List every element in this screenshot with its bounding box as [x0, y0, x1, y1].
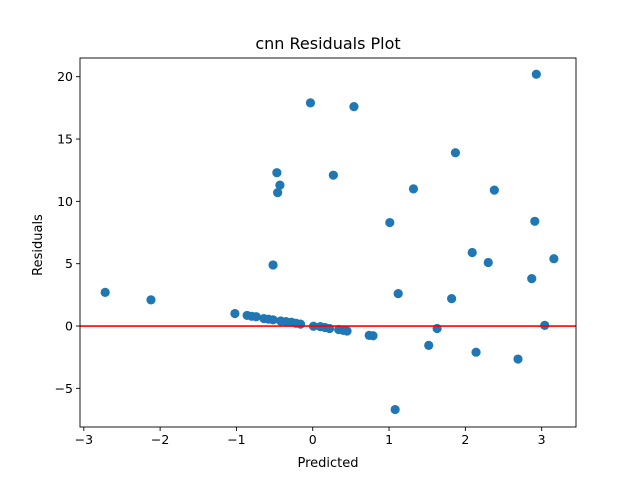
scatter-point-26: [342, 326, 352, 336]
scatter-point-33: [408, 184, 419, 194]
scatter-point-18: [305, 98, 316, 108]
scatter-point-45: [531, 69, 541, 79]
y-tick-label: 15: [57, 132, 73, 147]
scatter-point-27: [349, 102, 359, 112]
x-tick-label: −2: [151, 432, 169, 447]
scatter-point-43: [527, 274, 537, 284]
y-tick-label: 20: [57, 69, 73, 84]
x-tick-label: −1: [227, 432, 245, 447]
y-tick-label: 5: [65, 256, 73, 271]
scatter-point-8: [268, 315, 278, 325]
scatter-point-17: [295, 319, 306, 329]
scatter-point-37: [450, 148, 461, 158]
scatter-point-0: [100, 287, 110, 297]
scatter-point-36: [447, 293, 457, 304]
scatter-point-29: [368, 331, 378, 341]
chart-title: cnn Residuals Plot: [255, 34, 400, 53]
scatter-point-39: [471, 347, 481, 357]
scatter-point-31: [390, 404, 400, 415]
x-tick-label: 1: [385, 432, 393, 447]
scatter-point-12: [275, 180, 285, 190]
scatter-point-42: [513, 354, 523, 364]
x-axis-label: Predicted: [297, 456, 358, 471]
y-tick-label: 0: [65, 319, 73, 334]
x-tick-label: 3: [538, 432, 546, 447]
scatter-point-30: [385, 217, 395, 228]
axes-frame: [79, 57, 577, 428]
scatter-point-9: [268, 260, 278, 270]
y-tick-label: −5: [55, 381, 73, 396]
y-tick-label: 10: [57, 194, 73, 209]
scatter-point-10: [272, 168, 282, 178]
y-axis-label: Residuals: [31, 214, 46, 276]
x-tick-label: 0: [309, 432, 317, 447]
scatter-point-1: [146, 295, 156, 305]
scatter-point-5: [251, 312, 261, 322]
scatter-point-47: [549, 254, 559, 264]
scatter-point-2: [230, 308, 240, 319]
scatter-point-23: [328, 170, 338, 180]
x-tick-label: 2: [461, 432, 469, 447]
scatter-point-38: [467, 247, 477, 258]
scatter-point-32: [393, 289, 403, 299]
scatter-point-41: [489, 185, 499, 195]
x-tick-label: −3: [75, 432, 93, 447]
plot-area: [79, 57, 577, 428]
scatter-point-34: [424, 340, 434, 350]
scatter-point-40: [483, 257, 493, 268]
y-axis-ticks: −5 0 5 10 15 20: [55, 69, 80, 396]
scatter-point-11: [273, 188, 283, 198]
x-axis-ticks: −3 −2 −1 0 1 2 3: [75, 427, 546, 447]
scatter-point-44: [530, 216, 540, 226]
